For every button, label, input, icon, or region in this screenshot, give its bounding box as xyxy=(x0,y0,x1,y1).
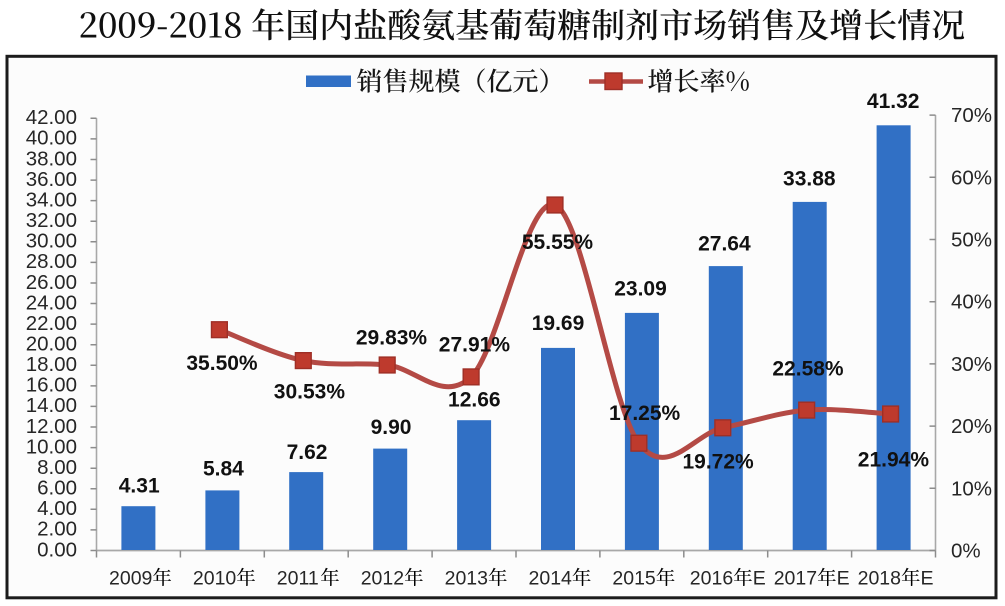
svg-text:17.25%: 17.25% xyxy=(609,402,681,425)
svg-text:16.00: 16.00 xyxy=(26,374,77,397)
svg-text:22.00: 22.00 xyxy=(26,312,77,335)
svg-text:29.83%: 29.83% xyxy=(356,327,428,350)
svg-text:30.00: 30.00 xyxy=(26,230,77,253)
svg-text:14.00: 14.00 xyxy=(26,394,77,417)
svg-text:30%: 30% xyxy=(951,353,992,376)
svg-text:0%: 0% xyxy=(951,540,981,563)
svg-text:27.91%: 27.91% xyxy=(439,334,511,357)
svg-text:4.31: 4.31 xyxy=(119,475,160,498)
svg-text:2018: 2018 xyxy=(858,568,901,590)
svg-text:5.84: 5.84 xyxy=(203,457,244,480)
svg-text:0.00: 0.00 xyxy=(37,538,77,561)
svg-text:8.00: 8.00 xyxy=(37,456,77,479)
svg-text:2.00: 2.00 xyxy=(37,518,77,541)
svg-text:2014: 2014 xyxy=(529,568,573,590)
svg-text:22.58%: 22.58% xyxy=(772,358,844,381)
svg-text:26.00: 26.00 xyxy=(26,271,77,294)
svg-text:24.00: 24.00 xyxy=(26,291,77,314)
svg-text:32.00: 32.00 xyxy=(26,209,77,232)
svg-text:55.55%: 55.55% xyxy=(522,231,594,254)
svg-text:E: E xyxy=(753,568,766,590)
svg-text:10%: 10% xyxy=(951,477,992,500)
svg-text:2010: 2010 xyxy=(193,568,237,590)
svg-text:41.32: 41.32 xyxy=(867,90,920,113)
svg-text:50%: 50% xyxy=(951,229,992,252)
svg-text:28.00: 28.00 xyxy=(26,250,77,273)
svg-text:23.09: 23.09 xyxy=(614,278,667,301)
svg-text:10.00: 10.00 xyxy=(26,435,77,458)
svg-text:7.62: 7.62 xyxy=(287,441,328,464)
svg-text:40.00: 40.00 xyxy=(26,127,77,150)
svg-text:12.66: 12.66 xyxy=(448,388,501,411)
svg-text:18.00: 18.00 xyxy=(26,353,77,376)
svg-text:2009: 2009 xyxy=(109,568,152,590)
svg-text:21.94%: 21.94% xyxy=(858,449,930,472)
svg-text:4.00: 4.00 xyxy=(37,497,77,520)
svg-text:70%: 70% xyxy=(951,104,992,127)
svg-text:30.53%: 30.53% xyxy=(274,381,346,404)
svg-text:2017: 2017 xyxy=(774,568,817,590)
svg-text:2013: 2013 xyxy=(445,568,488,590)
svg-text:2016: 2016 xyxy=(690,568,733,590)
svg-text:20.00: 20.00 xyxy=(26,333,77,356)
svg-text:12.00: 12.00 xyxy=(26,415,77,438)
svg-text:2012: 2012 xyxy=(361,568,404,590)
svg-text:27.64: 27.64 xyxy=(698,233,751,256)
svg-text:6.00: 6.00 xyxy=(37,477,77,500)
svg-text:40%: 40% xyxy=(951,291,992,314)
svg-text:2015: 2015 xyxy=(612,568,656,590)
svg-text:E: E xyxy=(921,568,934,590)
svg-text:35.50%: 35.50% xyxy=(186,352,258,375)
svg-text:36.00: 36.00 xyxy=(26,168,77,191)
svg-text:19.69: 19.69 xyxy=(532,312,585,335)
svg-text:38.00: 38.00 xyxy=(26,147,77,170)
svg-text:20%: 20% xyxy=(951,415,992,438)
svg-text:34.00: 34.00 xyxy=(26,188,77,211)
svg-text:33.88: 33.88 xyxy=(783,168,836,191)
svg-text:42.00: 42.00 xyxy=(26,106,77,129)
svg-text:9.90: 9.90 xyxy=(371,416,412,439)
svg-text:E: E xyxy=(837,568,850,590)
svg-text:60%: 60% xyxy=(951,166,992,189)
svg-text:19.72%: 19.72% xyxy=(682,450,754,473)
svg-text:2011: 2011 xyxy=(277,568,319,590)
